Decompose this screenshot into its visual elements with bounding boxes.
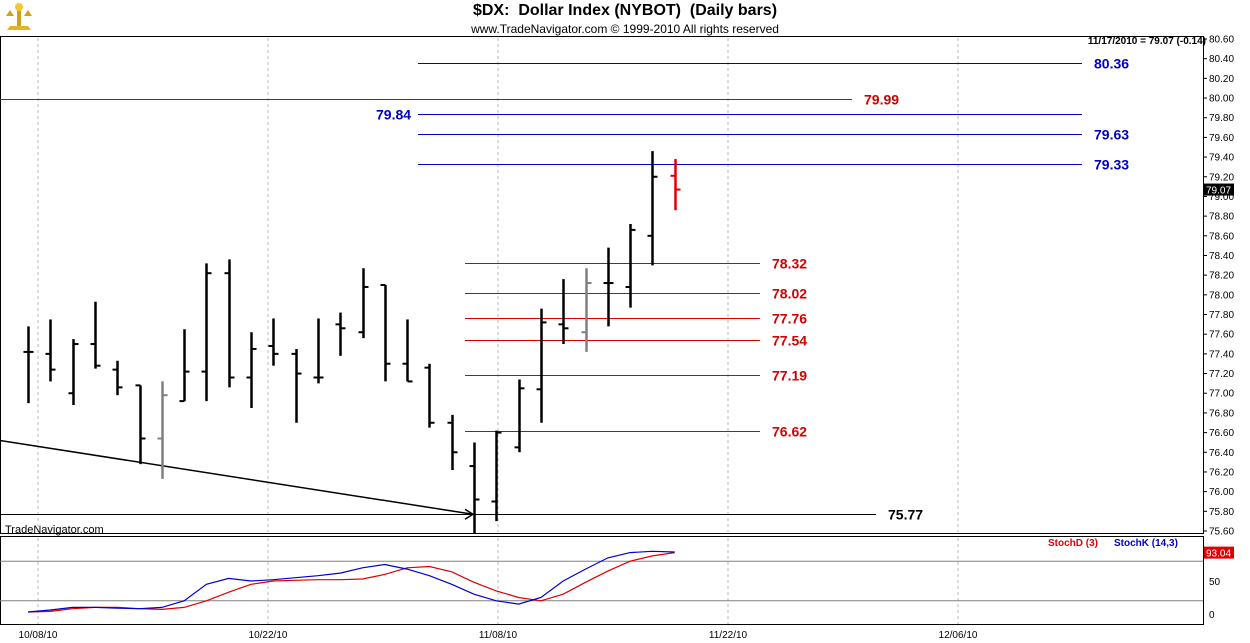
ohlc-bar — [558, 279, 569, 345]
y-tick-label: 77.20 — [1209, 369, 1234, 380]
stoch-y-tick-label: 0 — [1209, 610, 1215, 621]
ohlc-bar — [514, 379, 525, 453]
ohlc-bar — [380, 284, 391, 382]
y-tick-label: 77.00 — [1209, 389, 1234, 400]
y-tick-label: 76.60 — [1209, 428, 1234, 439]
ohlc-bar — [402, 319, 413, 383]
ohlc-bar — [135, 384, 146, 465]
ohlc-bar — [246, 332, 257, 408]
price-bars — [23, 151, 681, 533]
ohlc-bar — [90, 301, 101, 369]
y-tick-label: 76.00 — [1209, 487, 1234, 498]
ohlc-bar — [268, 318, 279, 366]
ohlc-bar — [536, 308, 547, 423]
y-tick-label: 79.40 — [1209, 153, 1234, 164]
chart-title: $DX: Dollar Index (NYBOT) (Daily bars) — [472, 2, 778, 19]
y-tick-label: 78.80 — [1209, 212, 1234, 223]
stoch-last-label: 93.04 — [1206, 549, 1231, 560]
y-tick-label: 80.40 — [1209, 54, 1234, 65]
ohlc-bar — [157, 381, 168, 479]
y-tick-label: 76.40 — [1209, 448, 1234, 459]
support-level-label: 77.76 — [772, 311, 807, 327]
price-levels: 78.32 78.02 77.76 77.54 77.19 76.62 80.36 79.84… — [0, 56, 1129, 523]
ohlc-bar — [447, 414, 458, 470]
legend-stoch-d: StochD (3) — [1048, 538, 1098, 549]
y-tick-label: 79.20 — [1209, 172, 1234, 183]
date-axis: 10/08/10 10/22/10 11/08/10 11/22/10 12/06/10 — [19, 630, 978, 641]
y-tick-label: 77.40 — [1209, 349, 1234, 360]
ohlc-bar — [670, 159, 681, 211]
support-level-label: 78.02 — [772, 286, 807, 302]
y-tick-label: 77.60 — [1209, 330, 1234, 341]
resistance-level-label: 79.84 — [376, 107, 411, 123]
support-level-label: 76.62 — [772, 424, 807, 440]
trade-navigator-logo-icon — [4, 2, 34, 34]
price-readout: 11/17/2010 = 79.07 (-0.14) — [1087, 36, 1206, 47]
trendline — [0, 439, 474, 516]
resistance-level-label: 79.33 — [1094, 157, 1129, 173]
ohlc-bar — [358, 268, 369, 339]
ohlc-bar — [23, 326, 34, 404]
y-tick-label: 78.60 — [1209, 231, 1234, 242]
ohlc-bar — [45, 319, 56, 382]
y-tick-label: 79.00 — [1209, 192, 1234, 203]
support-level-label: 77.19 — [772, 368, 807, 384]
x-tick-label: 10/22/10 — [249, 630, 288, 641]
ohlc-bar — [112, 360, 123, 396]
y-tick-label: 80.00 — [1209, 94, 1234, 105]
ohlc-bar — [469, 442, 480, 533]
ohlc-bar — [424, 363, 435, 428]
ohlc-bar — [224, 259, 235, 388]
x-tick-label: 11/08/10 — [479, 630, 518, 641]
ohlc-bar — [491, 430, 502, 522]
resistance-level-label: 79.63 — [1094, 127, 1129, 143]
y-tick-label: 75.80 — [1209, 507, 1234, 518]
ohlc-bar — [647, 151, 658, 266]
y-tick-label: 78.40 — [1209, 251, 1234, 262]
stoch-y-tick-label: 50 — [1209, 577, 1221, 588]
ohlc-bar — [291, 348, 302, 423]
ohlc-bar — [68, 339, 79, 406]
chart-subtitle: www.TradeNavigator.com © 1999-2010 All r… — [471, 22, 779, 36]
y-tick-label: 76.20 — [1209, 467, 1234, 478]
y-tick-label: 79.80 — [1209, 113, 1234, 124]
support-level-label: 77.54 — [772, 333, 807, 349]
last-price-label: 79.07 — [1206, 186, 1231, 197]
ohlc-bar — [581, 268, 592, 352]
x-tick-label: 10/08/10 — [19, 630, 58, 641]
ohlc-bar — [335, 312, 346, 356]
price-grid — [0, 36, 1204, 625]
y-tick-label: 80.60 — [1209, 35, 1234, 46]
stoch-k-line — [27, 550, 675, 613]
y-tick-label: 75.60 — [1209, 527, 1234, 538]
y-tick-label: 79.60 — [1209, 133, 1234, 144]
ohlc-bar — [313, 318, 324, 384]
y-tick-label: 78.20 — [1209, 271, 1234, 282]
y-tick-label: 76.80 — [1209, 408, 1234, 419]
x-tick-label: 12/06/10 — [939, 630, 978, 641]
stoch-panel-frame — [0, 536, 1204, 625]
watermark-label: TradeNavigator.com — [5, 524, 104, 536]
ohlc-bar — [201, 263, 212, 402]
y-tick-label: 80.20 — [1209, 74, 1234, 85]
x-tick-label: 11/22/10 — [709, 630, 748, 641]
support-level-label: 78.32 — [772, 256, 807, 272]
stoch-last-box — [1204, 546, 1234, 559]
y-tick-label: 78.00 — [1209, 290, 1234, 301]
black-level-label: 75.77 — [888, 507, 923, 523]
ohlc-bar — [625, 223, 636, 308]
price-panel-frame — [0, 36, 1204, 534]
legend-stoch-k: StochK (14,3) — [1114, 538, 1178, 549]
y-tick-label: 77.80 — [1209, 310, 1234, 321]
resistance-level-label: 80.36 — [1094, 56, 1129, 72]
price-axis: 80.60 80.40 80.20 80.00 79.80 79.60 79.40 79.20… — [1203, 35, 1234, 538]
ohlc-bar — [179, 329, 190, 403]
trendline-arrowhead — [464, 508, 475, 520]
red-level-label: 79.99 — [864, 92, 899, 108]
stochastic-panel: 50 0 93.04 — [0, 546, 1234, 621]
ohlc-bar — [603, 247, 614, 327]
last-price-box — [1204, 183, 1234, 196]
